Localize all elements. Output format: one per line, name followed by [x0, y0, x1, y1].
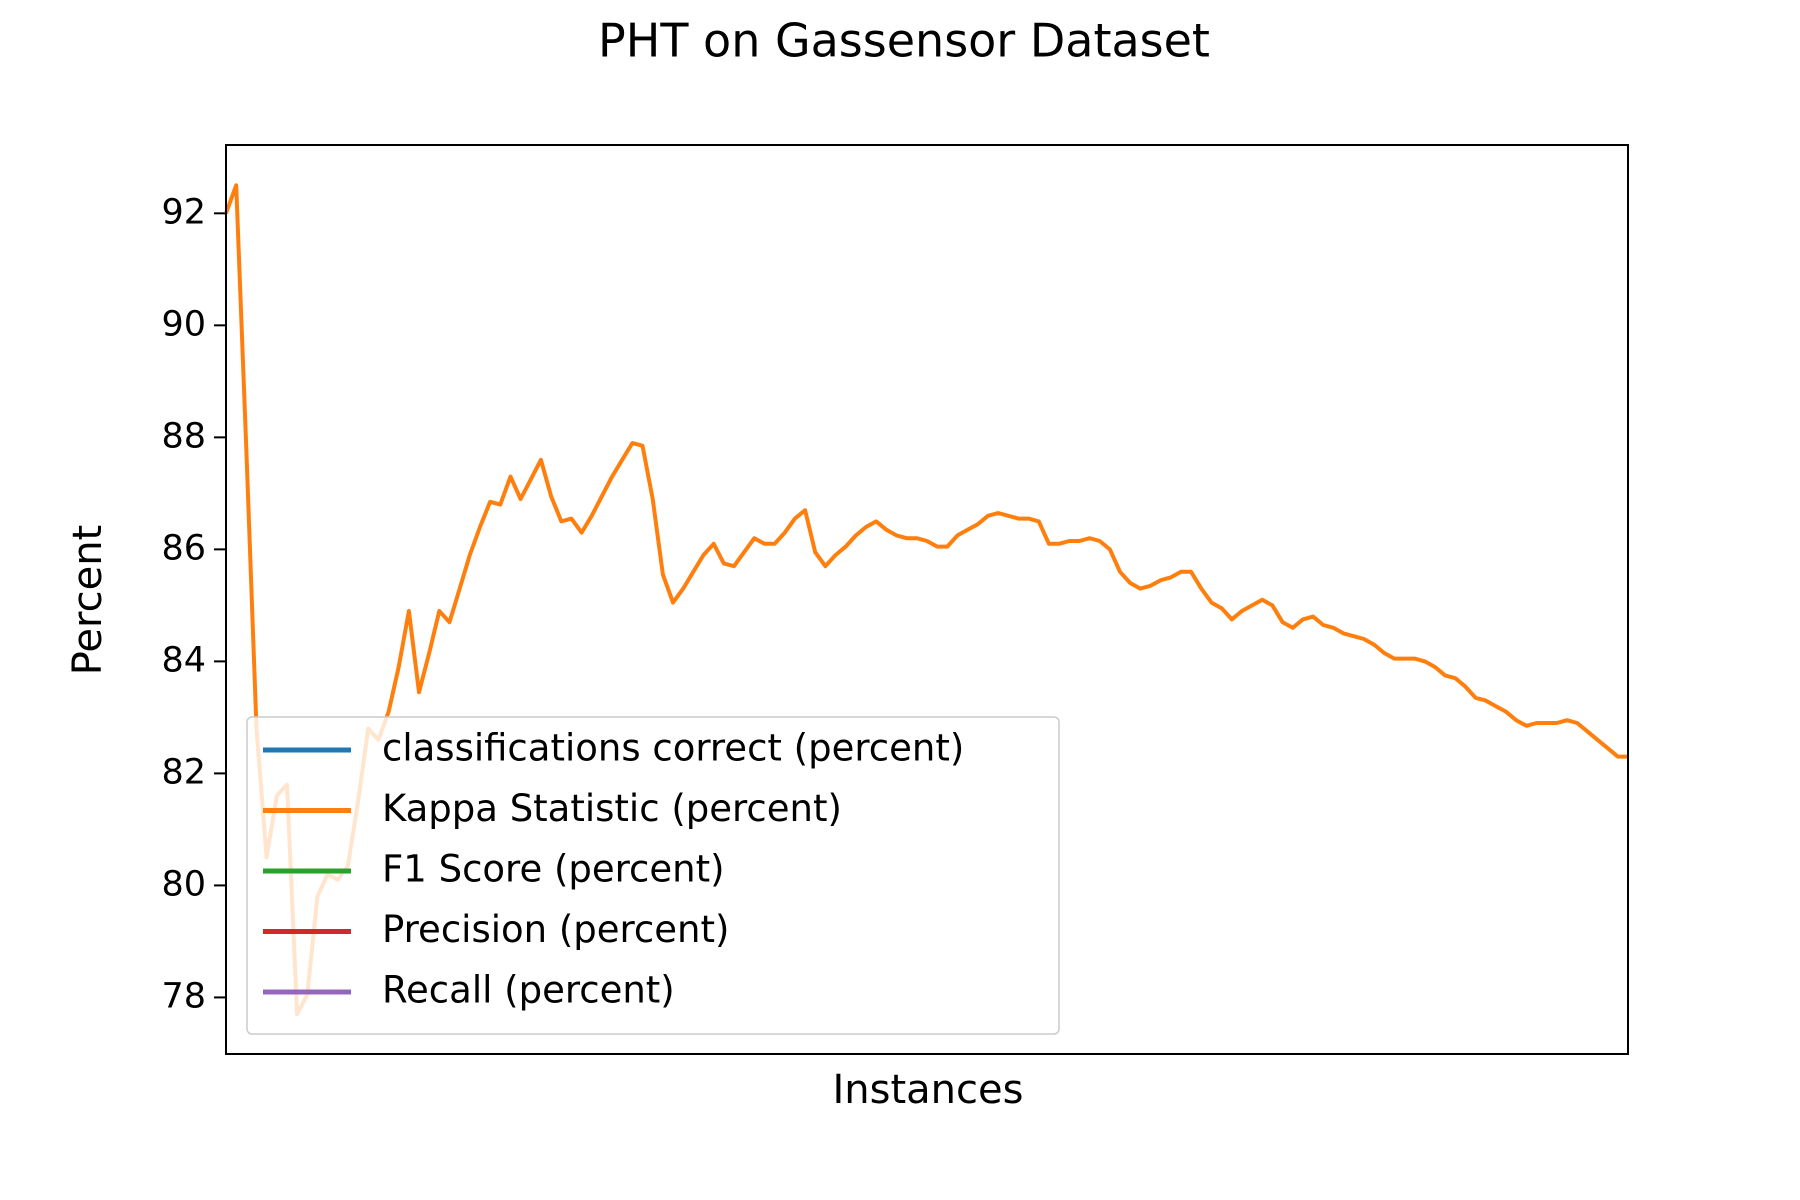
y-tick-label: 84 — [161, 640, 206, 680]
legend-label: F1 Score (percent) — [382, 848, 725, 891]
legend-label: Kappa Statistic (percent) — [382, 787, 842, 830]
y-axis-label: Percent — [65, 525, 111, 676]
y-tick-label: 90 — [161, 304, 206, 344]
legend-label: Recall (percent) — [382, 969, 675, 1012]
y-tick-label: 86 — [161, 528, 206, 568]
y-tick-label: 92 — [161, 192, 206, 232]
y-tick-label: 88 — [161, 416, 206, 456]
legend-box — [246, 716, 1060, 1035]
series-line — [224, 183, 1628, 1017]
chart-title: PHT on Gassensor Dataset — [598, 14, 1210, 68]
legend-label: classifications correct (percent) — [382, 727, 964, 770]
y-tick-label: 78 — [161, 976, 206, 1016]
legend-label: Precision (percent) — [382, 908, 729, 951]
y-tick-label: 82 — [161, 752, 206, 792]
legend: classifications correct (percent) Kappa S… — [246, 716, 1060, 1035]
y-tick-label: 80 — [161, 864, 206, 904]
plot-frame — [225, 144, 1629, 1055]
x-axis-label: Instances — [833, 1067, 1024, 1113]
